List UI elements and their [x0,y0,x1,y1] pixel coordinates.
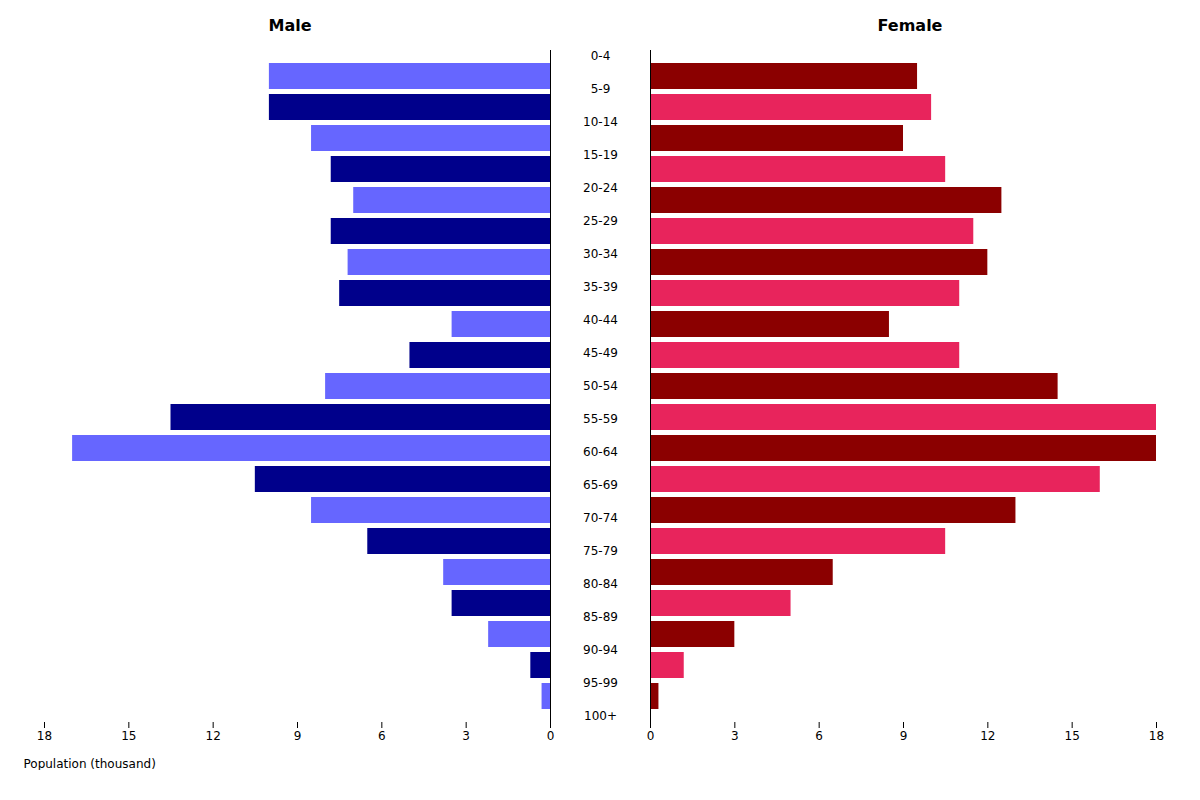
svg-text:35-39: 35-39 [583,280,618,294]
svg-text:15: 15 [1065,729,1080,743]
svg-text:15: 15 [121,729,136,743]
svg-text:18: 18 [37,729,52,743]
svg-text:40-44: 40-44 [583,313,618,327]
svg-text:12: 12 [980,729,995,743]
svg-text:6: 6 [378,729,386,743]
svg-text:85-89: 85-89 [583,610,618,624]
html-text:Male: Male [268,16,312,35]
svg-text:90-94: 90-94 [583,643,618,657]
svg-text:9: 9 [900,729,908,743]
svg-text:30-34: 30-34 [583,247,618,261]
svg-text:55-59: 55-59 [583,412,618,426]
svg-text:60-64: 60-64 [583,445,618,459]
svg-text:95-99: 95-99 [583,676,618,690]
svg-text:5-9: 5-9 [591,82,611,96]
svg-text:9: 9 [294,729,302,743]
svg-text:6: 6 [815,729,823,743]
svg-text:3: 3 [462,729,470,743]
svg-text:65-69: 65-69 [583,478,618,492]
svg-text:18: 18 [1149,729,1164,743]
svg-text:25-29: 25-29 [583,214,618,228]
svg-text:45-49: 45-49 [583,346,618,360]
svg-text:0: 0 [647,729,655,743]
svg-text:20-24: 20-24 [583,181,618,195]
svg-text:0: 0 [547,729,555,743]
svg-text:15-19: 15-19 [583,148,618,162]
svg-text:12: 12 [206,729,221,743]
svg-text:70-74: 70-74 [583,511,618,525]
svg-text:Population (thousand): Population (thousand) [24,757,156,771]
svg-text:50-54: 50-54 [583,379,618,393]
svg-text:80-84: 80-84 [583,577,618,591]
svg-text:75-79: 75-79 [583,544,618,558]
svg-text:3: 3 [731,729,739,743]
html-text:Female: Female [877,16,943,35]
svg-text:10-14: 10-14 [583,115,618,129]
svg-text:0-4: 0-4 [591,49,611,63]
svg-text:100+: 100+ [584,709,617,723]
